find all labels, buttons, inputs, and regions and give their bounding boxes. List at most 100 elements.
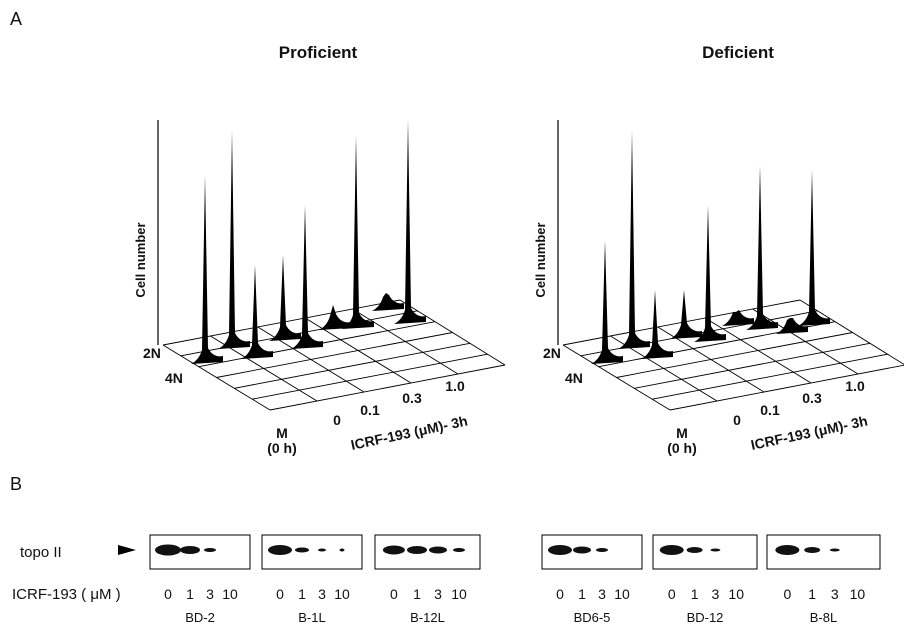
blot-name: B-12L <box>410 610 445 625</box>
histogram-peak <box>722 310 754 326</box>
histogram-peak <box>618 130 650 349</box>
band <box>429 547 447 554</box>
floor-line <box>670 365 904 410</box>
lane-label: 0 <box>668 586 676 602</box>
band <box>295 548 309 553</box>
band <box>660 545 684 555</box>
lane-label: 1 <box>808 586 816 602</box>
x-axis-label: ICRF-193 (μM)- 3h <box>349 413 469 453</box>
blot-name: BD6-5 <box>574 610 611 625</box>
lane-label: 10 <box>728 586 744 602</box>
plot-title: Proficient <box>279 43 358 62</box>
blot-name: B-1L <box>298 610 325 625</box>
histogram-peak <box>342 135 374 329</box>
blot-name: BD-12 <box>687 610 724 625</box>
lane-label: 1 <box>578 586 586 602</box>
panel-label: B <box>10 474 22 494</box>
lane-label: 3 <box>831 586 839 602</box>
band <box>268 545 292 555</box>
lane-label: 0 <box>783 586 791 602</box>
lane-label: 10 <box>222 586 238 602</box>
time-label: M <box>276 425 288 441</box>
lane-label: 0 <box>164 586 172 602</box>
band <box>204 548 216 552</box>
blot-name: B-8L <box>810 610 837 625</box>
depth-label: 2N <box>543 345 561 361</box>
y-axis-label: Cell number <box>533 222 548 297</box>
band <box>407 546 427 554</box>
y-axis-label: Cell number <box>133 222 148 297</box>
concentration-label: 1.0 <box>845 378 865 394</box>
floor-line <box>634 343 870 388</box>
lane-label: 10 <box>614 586 630 602</box>
band <box>596 548 608 552</box>
lane-label: 3 <box>206 586 214 602</box>
band <box>340 549 345 552</box>
depth-label: 2N <box>143 345 161 361</box>
band <box>710 549 720 552</box>
depth-label: 4N <box>165 370 183 386</box>
histogram-peak <box>269 255 301 341</box>
band <box>830 549 840 552</box>
time-label: (0 h) <box>267 440 297 456</box>
histogram-peak <box>694 205 726 342</box>
band <box>687 547 703 553</box>
lane-label: 1 <box>298 586 306 602</box>
lane-label: 0 <box>556 586 564 602</box>
band <box>453 548 465 552</box>
concentration-label: 0.1 <box>760 402 780 418</box>
x-axis-label: ICRF-193 (μM)- 3h <box>749 413 869 453</box>
lane-label: 0 <box>390 586 398 602</box>
band <box>775 545 799 555</box>
lane-label: 1 <box>186 586 194 602</box>
concentration-label: 1.0 <box>445 378 465 394</box>
floor-line <box>800 300 904 365</box>
floor-line <box>753 309 858 374</box>
figure: A B topo II ICRF-193 ( μM ) Proficient Ce… <box>0 0 904 629</box>
band <box>318 549 326 552</box>
band <box>573 547 591 554</box>
lane-label: 0 <box>276 586 284 602</box>
concentration-label: 0.3 <box>402 390 422 406</box>
plot-title: Deficient <box>702 43 774 62</box>
lane-label: 3 <box>712 586 720 602</box>
lane-label: 1 <box>691 586 699 602</box>
band <box>804 547 820 553</box>
depth-label: 4N <box>565 370 583 386</box>
panel-label: A <box>10 9 22 29</box>
lane-label: 10 <box>850 586 866 602</box>
concentration-label: 0.1 <box>360 402 380 418</box>
floor-line <box>400 300 505 365</box>
lane-label: 3 <box>318 586 326 602</box>
lane-label: 10 <box>334 586 350 602</box>
histogram-peak <box>218 130 250 349</box>
treatment-label: ICRF-193 ( μM ) <box>12 586 121 603</box>
histogram-peak <box>670 290 702 339</box>
lane-label: 1 <box>413 586 421 602</box>
lane-label: 3 <box>434 586 442 602</box>
blot-name: BD-2 <box>185 610 215 625</box>
floor-line <box>270 365 505 410</box>
histogram-peak <box>591 240 623 364</box>
histogram-peak <box>372 293 404 311</box>
protein-label: topo II <box>20 544 62 561</box>
concentration-label: 0 <box>733 412 741 428</box>
time-label: (0 h) <box>667 440 697 456</box>
concentration-label: 0 <box>333 412 341 428</box>
histogram-peak <box>191 175 223 364</box>
histogram-peak <box>291 205 323 349</box>
concentration-label: 0.3 <box>802 390 822 406</box>
histogram-peak <box>641 290 673 359</box>
lane-label: 3 <box>598 586 606 602</box>
band <box>548 545 572 555</box>
lane-label: 10 <box>451 586 467 602</box>
histogram-peak <box>394 120 426 324</box>
floor-line <box>234 343 470 388</box>
arrowhead <box>118 545 136 555</box>
band <box>383 546 405 555</box>
histogram-peak <box>798 170 830 326</box>
floor-line <box>258 327 364 392</box>
band <box>180 546 200 554</box>
band <box>155 545 181 556</box>
time-label: M <box>676 425 688 441</box>
